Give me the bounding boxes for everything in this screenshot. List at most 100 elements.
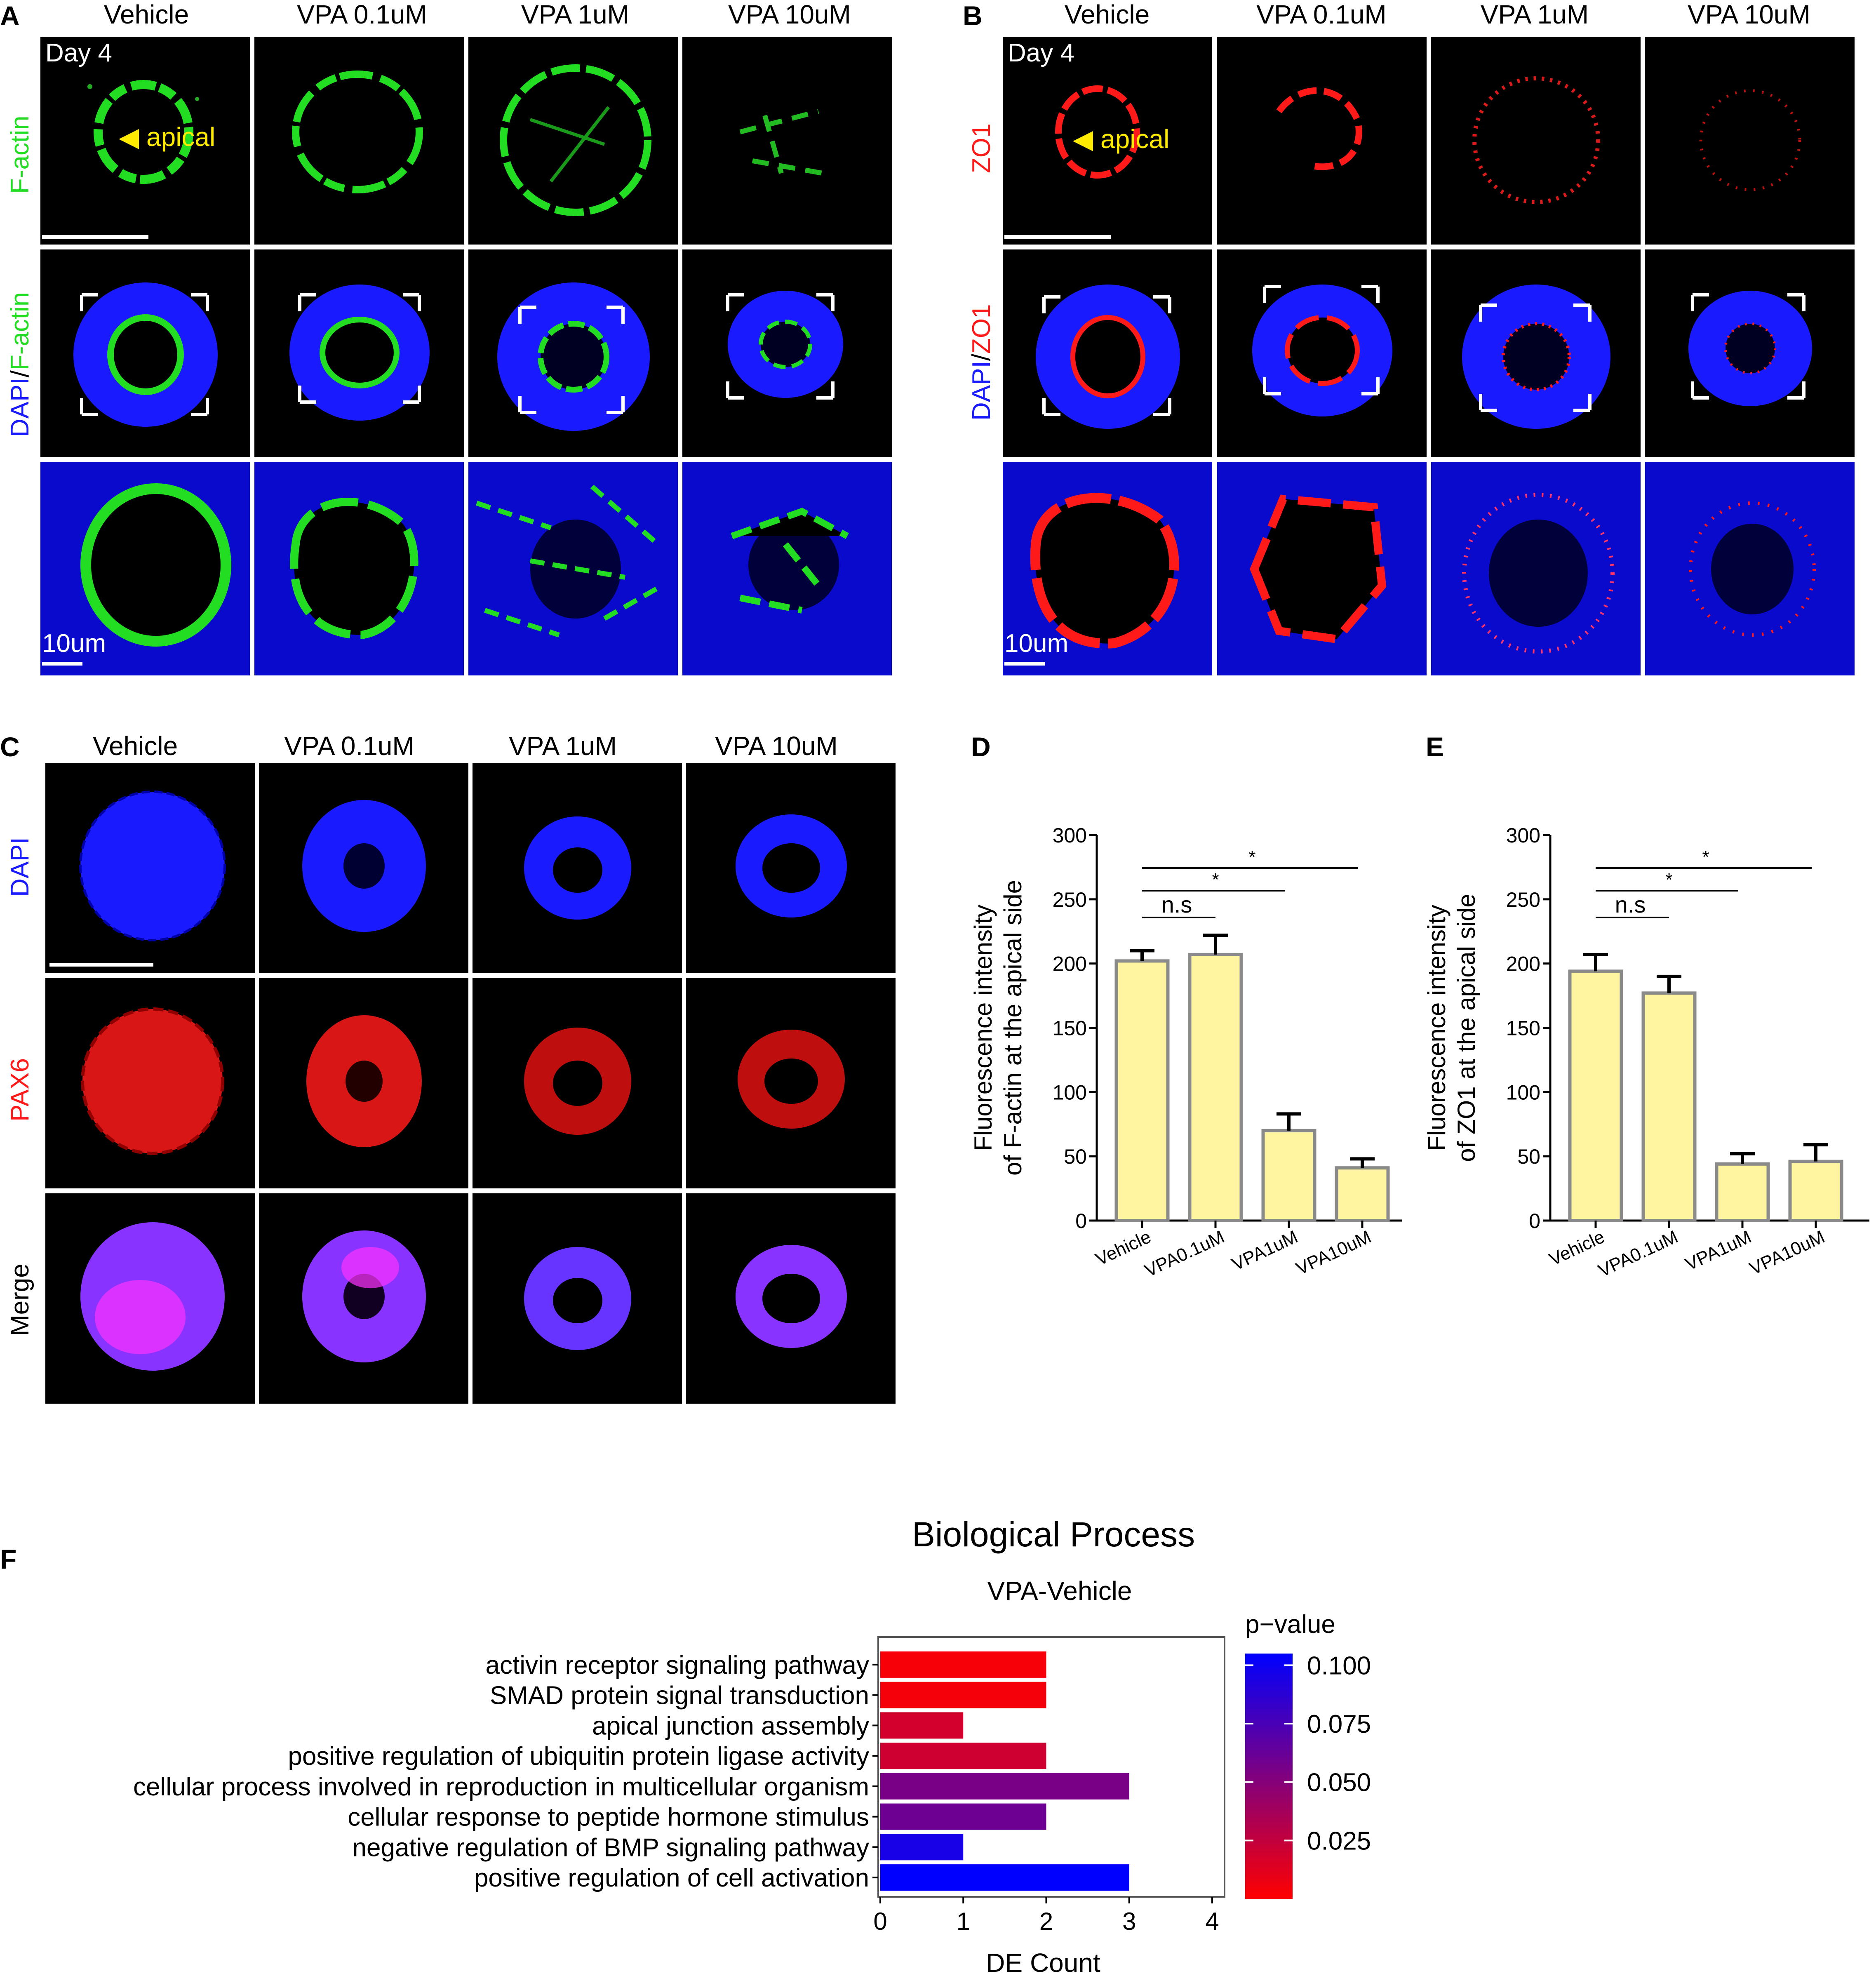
chart-d-ylabel: Fluorescence intensity of F-actin at the …	[969, 880, 1027, 1176]
chart-e-ytick-label: 50	[1517, 1145, 1540, 1168]
chart-f-bar	[880, 1712, 964, 1739]
panel-letter-c: C	[0, 732, 20, 762]
row-label-c-dapi: DAPI	[6, 837, 34, 897]
image-a-zoom-vehicle: 10um	[40, 462, 250, 675]
chart-f-bar	[880, 1864, 1129, 1891]
panel-letter-d: D	[971, 732, 991, 762]
day-label-a: Day 4	[45, 39, 112, 67]
image-a-merge-vpa01	[254, 249, 464, 457]
col-header-vpa-0.1: VPA 0.1uM	[297, 0, 427, 29]
chart-f-category-label: SMAD protein signal transduction	[490, 1682, 869, 1710]
chart-f-legend-tick-label: 0.025	[1307, 1827, 1371, 1855]
chart-f-bar	[880, 1743, 1046, 1769]
image-a-factin-vpa10	[682, 37, 892, 245]
chart-f-subtitle: VPA-Vehicle	[987, 1576, 1132, 1606]
chart-d-ylabel-line2: of F-actin at the apical side	[999, 880, 1027, 1176]
chart-d-ylabel-line1: Fluorescence intensity	[969, 905, 997, 1151]
chart-d-ytick-label: 250	[1053, 888, 1087, 911]
chart-f-xtick-label: 1	[957, 1908, 970, 1935]
image-b-zoom-vehicle: 10um	[1003, 462, 1212, 675]
image-c-merge-vpa1	[473, 1193, 682, 1404]
chart-f: Biological Process VPA-Vehicle activin rec…	[133, 1515, 1371, 1976]
col-header-c-vpa-1: VPA 1uM	[508, 731, 617, 761]
chart-f-category-label: positive regulation of cell activation	[474, 1864, 869, 1892]
chart-d-xtick-label: VPA10uM	[1293, 1227, 1374, 1279]
chart-f-xtick-label: 0	[873, 1908, 887, 1935]
image-c-pax6-vpa10	[686, 978, 896, 1188]
chart-d-bar	[1335, 1166, 1390, 1223]
image-c-merge-vpa01	[259, 1193, 468, 1404]
scale-label-b: 10um	[1004, 629, 1069, 658]
image-c-merge-vehicle	[45, 1193, 255, 1404]
image-b-merge-vpa01	[1217, 249, 1427, 457]
chart-f-legend-tick-label: 0.075	[1307, 1710, 1371, 1738]
col-header-c-vpa-10: VPA 10uM	[715, 731, 838, 761]
row-label-c-pax6: PAX6	[6, 1058, 34, 1122]
panel-letter-b: B	[963, 0, 983, 31]
image-a-factin-vpa1	[468, 37, 678, 245]
image-b-merge-vpa10	[1645, 249, 1855, 457]
scale-bar-c	[49, 963, 153, 967]
image-b-zoom-vpa01	[1217, 462, 1427, 675]
chart-d: 0 50 100 150 200 250 300 Fluorescence intensity…	[969, 824, 1402, 1281]
chart-d-xtick-label: VPA0.1uM	[1142, 1227, 1227, 1281]
image-b-zo1-vpa10	[1645, 37, 1855, 245]
chart-f-category-label: apical junction assembly	[592, 1712, 869, 1740]
chart-d-ytick-label: 100	[1053, 1081, 1087, 1104]
row-label-c-merge: Merge	[6, 1263, 34, 1336]
image-a-zoom-vpa10	[682, 462, 892, 675]
chart-f-xtick-label: 4	[1205, 1908, 1219, 1935]
image-c-pax6-vpa1	[473, 978, 682, 1188]
chart-d-bar	[1261, 1129, 1316, 1222]
chart-e: 0 50 100 150 200 250 300 Fluorescence intensity…	[1423, 824, 1869, 1281]
scale-bar-a-zoom	[42, 662, 82, 666]
image-b-merge-vpa1	[1431, 249, 1641, 457]
col-header-vpa-1: VPA 1uM	[521, 0, 630, 29]
panel-letter-f: F	[0, 1544, 17, 1574]
col-header-c-vpa-0.1: VPA 0.1uM	[284, 731, 414, 761]
scale-bar-b-zoom	[1004, 662, 1045, 666]
image-a-factin-vehicle: Day 4 ◀ apical	[40, 37, 250, 245]
chart-e-ytick-label: 150	[1506, 1017, 1540, 1040]
image-a-merge-vpa1	[468, 249, 678, 457]
col-header-vpa-10: VPA 10uM	[728, 0, 851, 29]
scale-label-a: 10um	[42, 629, 106, 658]
chart-e-xtick-label: VPA10uM	[1747, 1227, 1828, 1279]
chart-d-sig-label: *	[1212, 870, 1219, 890]
chart-d-ytick-label: 300	[1053, 824, 1087, 847]
chart-d-sig-label: *	[1248, 847, 1255, 867]
image-c-dapi-vpa01	[259, 763, 468, 973]
chart-e-sig-label: n.s	[1615, 892, 1646, 917]
chart-e-sig-label: *	[1665, 870, 1672, 890]
image-c-pax6-vehicle	[45, 978, 255, 1188]
chart-f-legend-title: p−value	[1245, 1610, 1335, 1639]
image-b-zo1-vpa01	[1217, 37, 1427, 245]
chart-f-legend-tick-label: 0.100	[1307, 1651, 1371, 1680]
chart-f-bar	[880, 1773, 1129, 1800]
panel-letter-e: E	[1426, 732, 1444, 762]
chart-f-category-label: positive regulation of ubiquitin protein…	[288, 1742, 869, 1771]
chart-f-bar	[880, 1834, 964, 1861]
chart-e-ylabel-line1: Fluorescence intensity	[1423, 905, 1450, 1151]
chart-e-bar	[1788, 1160, 1843, 1223]
chart-d-xtick-label: VPA1uM	[1229, 1227, 1301, 1275]
chart-d-ytick-label: 150	[1053, 1017, 1087, 1040]
chart-e-sig-label: *	[1702, 847, 1709, 867]
chart-e-xtick-label: VPA0.1uM	[1595, 1227, 1681, 1281]
chart-f-legend-tick-label: 0.050	[1307, 1769, 1371, 1797]
chart-f-xlabel: DE Count	[986, 1948, 1100, 1976]
col-header-b-vpa-1: VPA 1uM	[1480, 0, 1589, 29]
chart-d-ytick-label: 0	[1075, 1209, 1087, 1233]
col-header-vehicle: Vehicle	[103, 0, 189, 29]
col-header-c-vehicle: Vehicle	[92, 731, 178, 761]
apical-annotation-b: ◀ apical	[1073, 124, 1170, 154]
image-a-merge-vehicle	[40, 249, 250, 457]
chart-e-ylabel: Fluorescence intensity of ZO1 at the apic…	[1423, 894, 1480, 1162]
chart-f-xtick-label: 3	[1122, 1908, 1136, 1935]
apical-annotation-a: ◀ apical	[119, 122, 216, 152]
row-label-factin: F-actin	[6, 115, 34, 194]
chart-e-bar	[1641, 991, 1697, 1223]
chart-f-bar	[880, 1682, 1046, 1708]
image-a-factin-vpa01	[254, 37, 464, 245]
image-c-dapi-vpa10	[686, 763, 896, 973]
